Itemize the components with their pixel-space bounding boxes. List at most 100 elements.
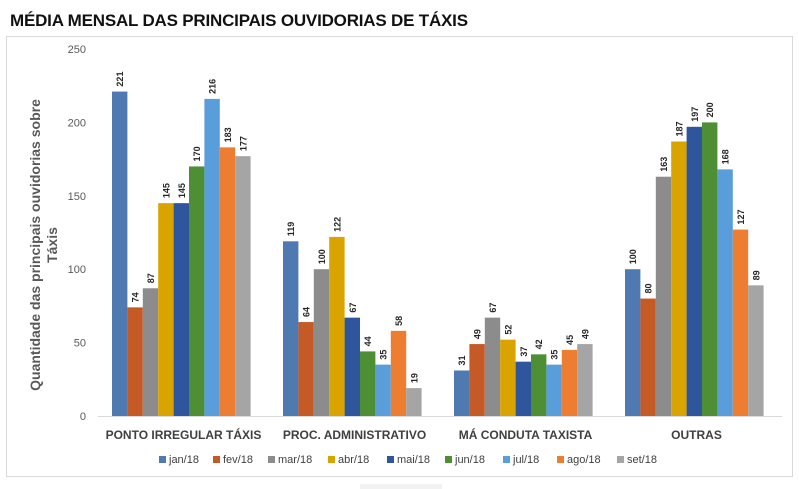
bar-value-label: 64	[302, 307, 312, 317]
legend-swatch	[159, 456, 166, 463]
bar-value-label: 19	[409, 373, 419, 383]
data-labels: 221 119 31 100 74 64 49 80 87 100 67 163 145 122 52 187…	[115, 72, 761, 384]
chart-frame	[6, 36, 793, 477]
bar-value-label: 35	[550, 350, 560, 360]
legend-swatch	[503, 456, 510, 463]
bar	[748, 285, 764, 416]
bar	[158, 203, 174, 416]
bar	[298, 322, 314, 416]
legend-label: set/18	[627, 454, 657, 466]
bar	[546, 364, 562, 416]
bar	[406, 388, 422, 416]
bar	[127, 307, 143, 416]
bar	[640, 298, 656, 416]
bar	[219, 147, 236, 416]
chart-bars	[112, 91, 764, 417]
bar-value-label: 197	[690, 107, 700, 122]
bar	[500, 339, 516, 416]
bar	[454, 370, 470, 416]
bar	[577, 344, 593, 416]
bar	[625, 269, 641, 416]
bar	[671, 141, 687, 416]
bar-value-label: 58	[394, 316, 404, 326]
legend-label: mai/18	[397, 454, 430, 466]
bar-value-label: 45	[565, 335, 575, 345]
bar-value-label: 67	[348, 303, 358, 313]
bar-value-label: 216	[208, 79, 218, 94]
bar	[313, 269, 330, 416]
y-axis-label: Quantidade das principais ouvidorias sob…	[27, 99, 60, 391]
legend-swatch	[557, 456, 564, 463]
bar	[375, 364, 391, 416]
bar-value-label: 89	[751, 270, 761, 280]
y-tick-label: 150	[68, 191, 86, 203]
legend-swatch	[268, 456, 275, 463]
bar-value-label: 80	[644, 284, 654, 294]
legend-label: jun/18	[454, 454, 485, 466]
bar	[732, 229, 749, 416]
bar-value-label: 119	[286, 222, 296, 237]
bar-value-label: 170	[192, 146, 202, 161]
bar	[112, 91, 128, 417]
bar	[173, 203, 189, 416]
bar	[717, 169, 733, 416]
chart-legend: jan/18 fev/18 mar/18 abr/18 mai/18 jun/18 jul/…	[159, 454, 657, 466]
bar	[390, 330, 407, 416]
legend-swatch	[387, 456, 394, 463]
bar-value-label: 122	[332, 217, 342, 232]
legend-label: mar/18	[278, 454, 312, 466]
bar	[360, 351, 376, 416]
bar-value-label: 74	[131, 292, 141, 302]
bar-value-label: 221	[115, 72, 125, 87]
legend-label: jul/18	[512, 454, 539, 466]
bar-value-label: 145	[161, 183, 171, 198]
x-category-label: MÁ CONDUTA TAXISTA	[459, 427, 593, 442]
bar	[189, 166, 205, 416]
legend-swatch	[213, 456, 220, 463]
bar-value-label: 168	[721, 149, 731, 164]
bar	[204, 98, 220, 417]
bottom-scroll-tab	[360, 484, 442, 489]
bar	[484, 317, 501, 416]
bar-value-label: 52	[503, 325, 513, 335]
legend-label: jan/18	[168, 454, 199, 466]
legend-label: fev/18	[223, 454, 253, 466]
legend-swatch	[617, 456, 624, 463]
bar-value-label: 87	[146, 273, 156, 283]
y-axis-label-line: Táxis	[44, 227, 60, 263]
bar	[344, 317, 360, 416]
bar-value-label: 200	[705, 102, 715, 117]
bar	[655, 176, 672, 416]
bar-value-label: 49	[580, 329, 590, 339]
bar-value-label: 100	[628, 249, 638, 264]
bar	[469, 344, 485, 416]
bar-value-label: 67	[488, 303, 498, 313]
bar-value-label: 44	[363, 336, 373, 346]
bar	[283, 241, 299, 416]
y-tick-label: 100	[68, 264, 86, 276]
legend-swatch	[328, 456, 335, 463]
x-category-label: OUTRAS	[671, 428, 722, 442]
bar-value-label: 35	[379, 350, 389, 360]
legend-label: ago/18	[567, 454, 601, 466]
bar-value-label: 127	[736, 210, 746, 225]
bar-value-label: 163	[659, 157, 669, 172]
bar-value-label: 145	[177, 183, 187, 198]
bar	[142, 288, 159, 416]
y-tick-label: 250	[68, 44, 86, 56]
bar-value-label: 187	[674, 121, 684, 136]
bar	[531, 354, 547, 416]
bar-value-label: 42	[534, 339, 544, 349]
y-axis-label-line: Quantidade das principais ouvidorias sob…	[27, 99, 43, 391]
bar	[515, 361, 531, 416]
chart-axes: 0 50 100 150 200 250 Quantidade das principais…	[27, 44, 782, 442]
bar-value-label: 177	[238, 136, 248, 151]
y-tick-label: 200	[68, 117, 86, 129]
x-category-label: PONTO IRREGULAR TÁXIS	[106, 427, 262, 442]
legend-swatch	[445, 456, 452, 463]
bar	[686, 126, 702, 416]
bar	[235, 156, 251, 416]
bar-value-label: 183	[223, 127, 233, 142]
bar-value-label: 100	[317, 249, 327, 264]
